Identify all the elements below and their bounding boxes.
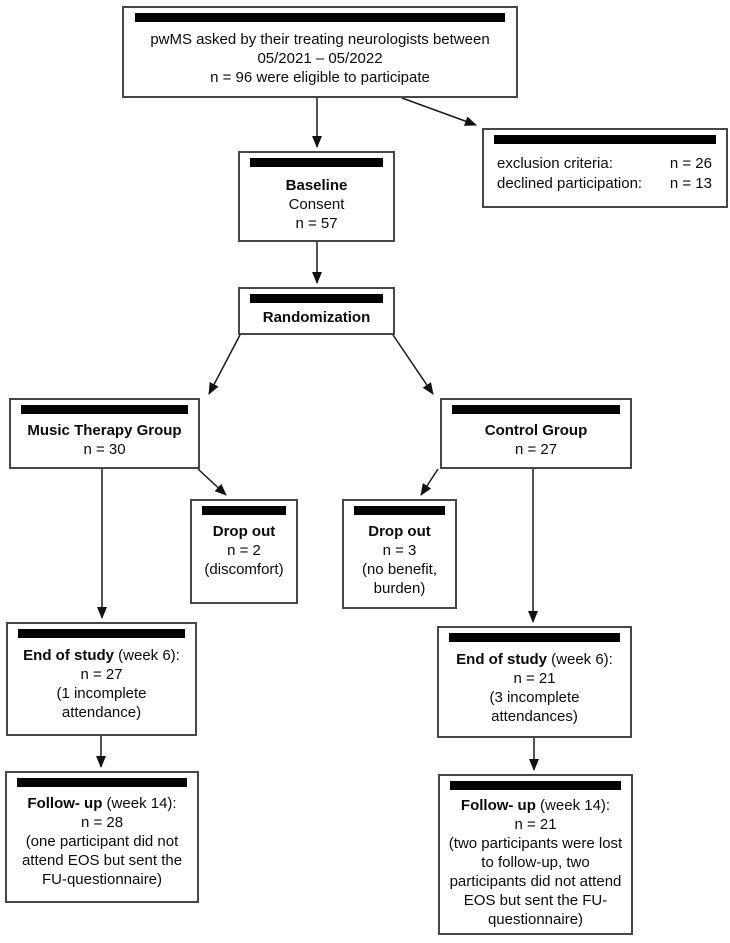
fu-control-note: (two participants were lost to follow-up… xyxy=(448,835,623,928)
fu-music-title-suffix: (week 14): xyxy=(102,795,177,812)
dropout-control-note: (no benefit, burden) xyxy=(361,561,438,597)
box-exclusion: exclusion criteria: n = 26 declined part… xyxy=(482,128,728,208)
dropout-music-note: (discomfort) xyxy=(204,561,284,578)
eos-music-title-suffix: (week 6): xyxy=(113,647,180,664)
redaction-bar xyxy=(449,633,620,642)
redaction-bar xyxy=(135,13,505,22)
box-end-of-study-control: End of study (week 6): n = 21 (3 incompl… xyxy=(437,626,632,738)
fu-control-title-suffix: (week 14): xyxy=(535,797,611,814)
eos-control-title: End of study xyxy=(456,651,547,668)
exclusion-criteria-count: n = 26 xyxy=(669,155,712,172)
redaction-bar xyxy=(250,158,383,167)
eos-music-count: n = 27 xyxy=(80,666,123,683)
baseline-consent: Consent xyxy=(288,196,345,213)
fu-control-title: Follow- up xyxy=(460,797,536,814)
eligibility-line1: pwMS asked by their treating neurologist… xyxy=(150,31,490,48)
exclusion-row: declined participation: n = 13 xyxy=(497,174,712,194)
dropout-music-count: n = 2 xyxy=(227,542,261,559)
dropout-control-title: Drop out xyxy=(368,523,431,540)
eos-control-note: (3 incomplete attendances) xyxy=(489,689,580,725)
eos-control-count: n = 21 xyxy=(513,670,556,687)
box-randomization: Randomization xyxy=(238,287,395,335)
arrow-randomization-to-music-group xyxy=(208,334,241,395)
box-baseline: Baseline Consent n = 57 xyxy=(238,151,395,242)
box-control-group: Control Group n = 27 xyxy=(440,398,632,469)
control-group-count: n = 27 xyxy=(514,441,558,458)
eos-control-title-suffix: (week 6): xyxy=(546,651,613,668)
redaction-bar xyxy=(250,294,383,303)
eligibility-line2: 05/2021 – 05/2022 xyxy=(257,50,383,67)
eos-music-note: (1 incomplete attendance) xyxy=(56,685,147,721)
music-group-count: n = 30 xyxy=(83,441,126,458)
fu-control-count: n = 21 xyxy=(514,816,557,833)
randomization-title: Randomization xyxy=(262,309,371,326)
baseline-title: Baseline xyxy=(285,177,348,194)
box-music-therapy-group: Music Therapy Group n = 30 xyxy=(9,398,200,469)
eos-music-title-line: End of study (week 6): xyxy=(8,646,195,665)
box-dropout-control: Drop out n = 3 (no benefit, burden) xyxy=(342,499,457,609)
music-group-title: Music Therapy Group xyxy=(27,422,182,439)
redaction-bar xyxy=(450,781,621,790)
declined-participation-label: declined participation: xyxy=(497,175,643,192)
arrow-randomization-to-control-group xyxy=(392,334,434,395)
arrow-eligibility-to-exclusion xyxy=(401,97,477,126)
redaction-bar xyxy=(494,135,716,144)
fu-music-note: (one participant did not attend EOS but … xyxy=(21,833,183,888)
box-followup-music: Follow- up (week 14): n = 28 (one partic… xyxy=(5,771,199,903)
redaction-bar xyxy=(452,405,620,414)
fu-control-title-line: Follow- up (week 14): xyxy=(442,796,629,815)
fu-music-count: n = 28 xyxy=(80,814,124,831)
eligibility-line3: n = 96 were eligible to participate xyxy=(210,69,430,86)
exclusion-row: exclusion criteria: n = 26 xyxy=(497,154,712,174)
arrow-music-group-to-dropout xyxy=(197,468,227,496)
declined-participation-count: n = 13 xyxy=(669,175,712,192)
redaction-bar xyxy=(354,506,445,515)
exclusion-criteria-label: exclusion criteria: xyxy=(497,155,613,172)
redaction-bar xyxy=(17,778,187,787)
eos-control-title-line: End of study (week 6): xyxy=(439,650,630,669)
box-dropout-music: Drop out n = 2 (discomfort) xyxy=(190,499,298,604)
control-group-title: Control Group xyxy=(484,422,588,439)
fu-music-title: Follow- up xyxy=(27,795,103,812)
redaction-bar xyxy=(202,506,286,515)
box-eligibility: pwMS asked by their treating neurologist… xyxy=(122,6,518,98)
redaction-bar xyxy=(18,629,185,638)
fu-music-title-line: Follow- up (week 14): xyxy=(9,794,195,813)
eos-music-title: End of study xyxy=(23,647,114,664)
box-followup-control: Follow- up (week 14): n = 21 (two partic… xyxy=(438,774,633,935)
baseline-count: n = 57 xyxy=(295,215,338,232)
dropout-music-title: Drop out xyxy=(212,523,276,540)
redaction-bar xyxy=(21,405,188,414)
box-end-of-study-music: End of study (week 6): n = 27 (1 incompl… xyxy=(6,622,197,736)
arrow-control-group-to-dropout xyxy=(420,468,439,496)
dropout-control-count: n = 3 xyxy=(382,542,417,559)
